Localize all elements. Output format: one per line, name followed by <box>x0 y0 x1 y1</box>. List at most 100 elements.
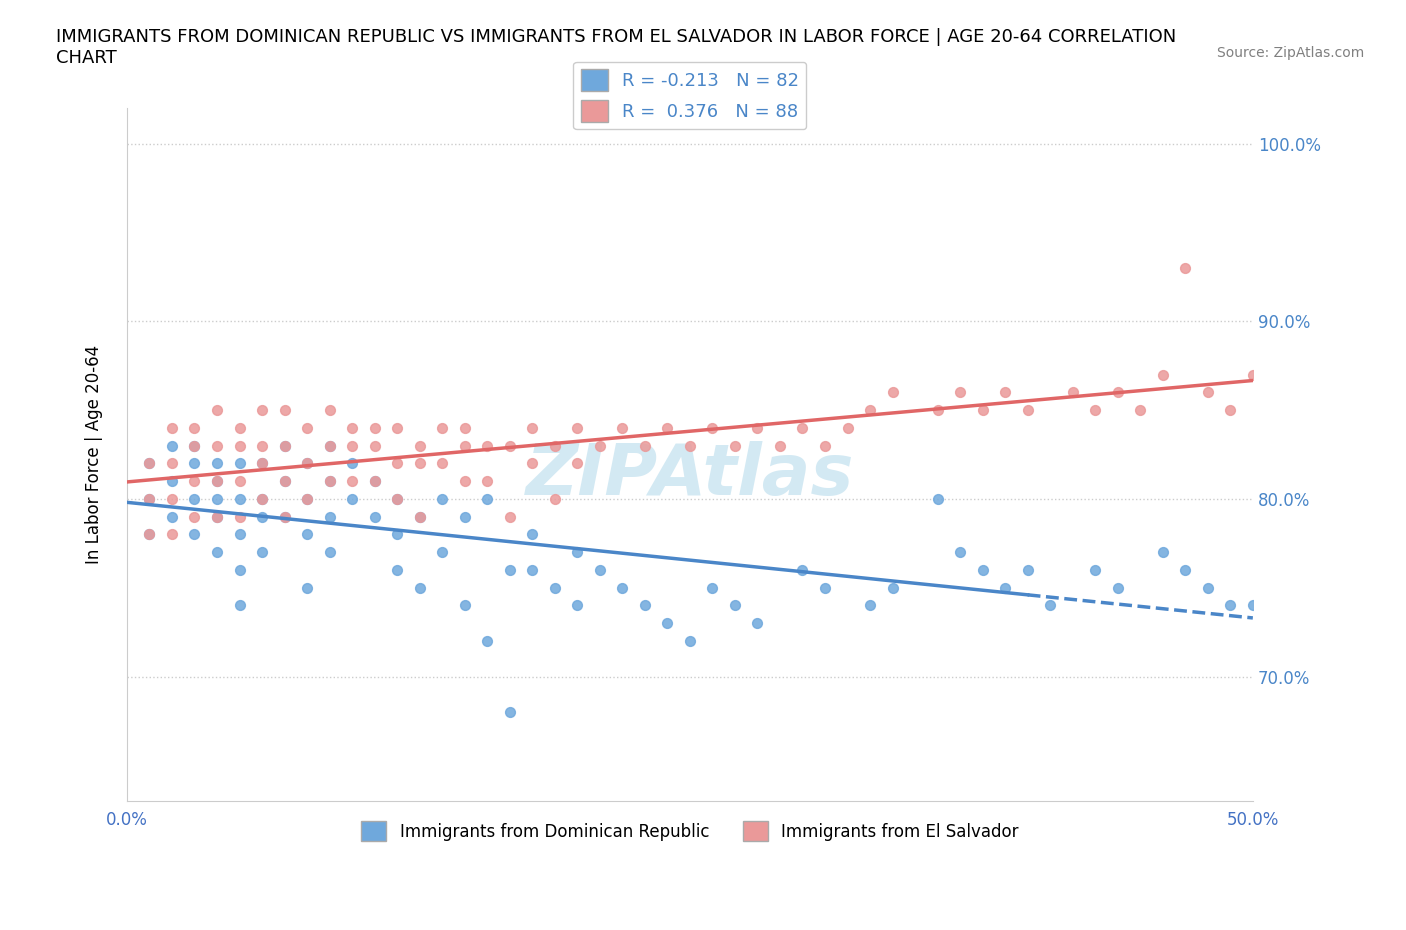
Immigrants from Dominican Republic <box>205 473 228 488</box>
Immigrants from Dominican Republic <box>814 580 837 595</box>
Immigrants from El Salvador <box>657 420 679 435</box>
Immigrants from El Salvador <box>318 403 340 418</box>
Immigrants from Dominican Republic <box>657 616 679 631</box>
Immigrants from Dominican Republic <box>183 438 205 453</box>
Immigrants from El Salvador <box>1129 403 1152 418</box>
Immigrants from El Salvador <box>499 510 522 525</box>
Immigrants from Dominican Republic <box>228 491 250 506</box>
Immigrants from El Salvador <box>747 420 769 435</box>
Immigrants from Dominican Republic <box>634 598 657 613</box>
Immigrants from Dominican Republic <box>228 456 250 471</box>
Immigrants from Dominican Republic <box>679 633 702 648</box>
Immigrants from El Salvador <box>972 403 994 418</box>
Immigrants from Dominican Republic <box>1107 580 1129 595</box>
Immigrants from El Salvador <box>1107 385 1129 400</box>
Immigrants from El Salvador <box>273 510 295 525</box>
Immigrants from El Salvador <box>567 420 589 435</box>
Immigrants from Dominican Republic <box>250 510 273 525</box>
Immigrants from El Salvador <box>1062 385 1084 400</box>
Immigrants from Dominican Republic <box>522 563 544 578</box>
Immigrants from El Salvador <box>205 473 228 488</box>
Immigrants from El Salvador <box>612 420 634 435</box>
Immigrants from El Salvador <box>160 420 183 435</box>
Immigrants from El Salvador <box>882 385 904 400</box>
Immigrants from Dominican Republic <box>295 456 318 471</box>
Immigrants from El Salvador <box>1017 403 1039 418</box>
Immigrants from El Salvador <box>702 420 724 435</box>
Immigrants from Dominican Republic <box>589 563 612 578</box>
Immigrants from El Salvador <box>454 473 477 488</box>
Immigrants from El Salvador <box>408 456 430 471</box>
Immigrants from Dominican Republic <box>927 491 949 506</box>
Immigrants from El Salvador <box>205 510 228 525</box>
Immigrants from El Salvador <box>454 438 477 453</box>
Immigrants from Dominican Republic <box>747 616 769 631</box>
Immigrants from Dominican Republic <box>1084 563 1107 578</box>
Immigrants from El Salvador <box>138 491 160 506</box>
Immigrants from El Salvador <box>363 420 385 435</box>
Immigrants from El Salvador <box>385 420 408 435</box>
Immigrants from Dominican Republic <box>454 598 477 613</box>
Immigrants from El Salvador <box>927 403 949 418</box>
Immigrants from El Salvador <box>228 473 250 488</box>
Immigrants from El Salvador <box>724 438 747 453</box>
Immigrants from El Salvador <box>205 403 228 418</box>
Immigrants from El Salvador <box>183 473 205 488</box>
Immigrants from Dominican Republic <box>1152 545 1174 560</box>
Immigrants from El Salvador <box>949 385 972 400</box>
Immigrants from El Salvador <box>567 456 589 471</box>
Immigrants from El Salvador <box>814 438 837 453</box>
Immigrants from El Salvador <box>792 420 814 435</box>
Immigrants from Dominican Republic <box>183 491 205 506</box>
Immigrants from El Salvador <box>544 438 567 453</box>
Immigrants from Dominican Republic <box>183 456 205 471</box>
Immigrants from Dominican Republic <box>228 527 250 542</box>
Immigrants from El Salvador <box>340 473 363 488</box>
Immigrants from El Salvador <box>634 438 657 453</box>
Immigrants from Dominican Republic <box>250 456 273 471</box>
Immigrants from Dominican Republic <box>318 438 340 453</box>
Immigrants from Dominican Republic <box>228 598 250 613</box>
Immigrants from Dominican Republic <box>1219 598 1241 613</box>
Immigrants from El Salvador <box>1241 367 1264 382</box>
Immigrants from El Salvador <box>430 420 453 435</box>
Immigrants from El Salvador <box>228 438 250 453</box>
Immigrants from Dominican Republic <box>1039 598 1062 613</box>
Immigrants from Dominican Republic <box>1174 563 1197 578</box>
Immigrants from Dominican Republic <box>385 527 408 542</box>
Immigrants from Dominican Republic <box>949 545 972 560</box>
Immigrants from El Salvador <box>160 456 183 471</box>
Immigrants from Dominican Republic <box>567 545 589 560</box>
Immigrants from El Salvador <box>318 473 340 488</box>
Immigrants from El Salvador <box>228 510 250 525</box>
Immigrants from Dominican Republic <box>138 527 160 542</box>
Immigrants from El Salvador <box>408 438 430 453</box>
Immigrants from Dominican Republic <box>430 545 453 560</box>
Immigrants from Dominican Republic <box>499 563 522 578</box>
Immigrants from Dominican Republic <box>183 527 205 542</box>
Immigrants from El Salvador <box>340 420 363 435</box>
Immigrants from El Salvador <box>499 438 522 453</box>
Text: ZIPAtlas: ZIPAtlas <box>526 441 853 510</box>
Immigrants from Dominican Republic <box>138 491 160 506</box>
Immigrants from Dominican Republic <box>160 438 183 453</box>
Immigrants from Dominican Republic <box>340 456 363 471</box>
Immigrants from El Salvador <box>295 456 318 471</box>
Immigrants from Dominican Republic <box>477 491 499 506</box>
Immigrants from Dominican Republic <box>994 580 1017 595</box>
Immigrants from Dominican Republic <box>273 473 295 488</box>
Immigrants from El Salvador <box>205 438 228 453</box>
Immigrants from Dominican Republic <box>859 598 882 613</box>
Immigrants from El Salvador <box>363 438 385 453</box>
Immigrants from Dominican Republic <box>477 633 499 648</box>
Immigrants from El Salvador <box>318 438 340 453</box>
Immigrants from Dominican Republic <box>1197 580 1219 595</box>
Immigrants from Dominican Republic <box>408 580 430 595</box>
Immigrants from El Salvador <box>183 510 205 525</box>
Immigrants from El Salvador <box>295 491 318 506</box>
Immigrants from El Salvador <box>1152 367 1174 382</box>
Immigrants from El Salvador <box>994 385 1017 400</box>
Immigrants from El Salvador <box>544 491 567 506</box>
Immigrants from Dominican Republic <box>295 527 318 542</box>
Immigrants from Dominican Republic <box>205 456 228 471</box>
